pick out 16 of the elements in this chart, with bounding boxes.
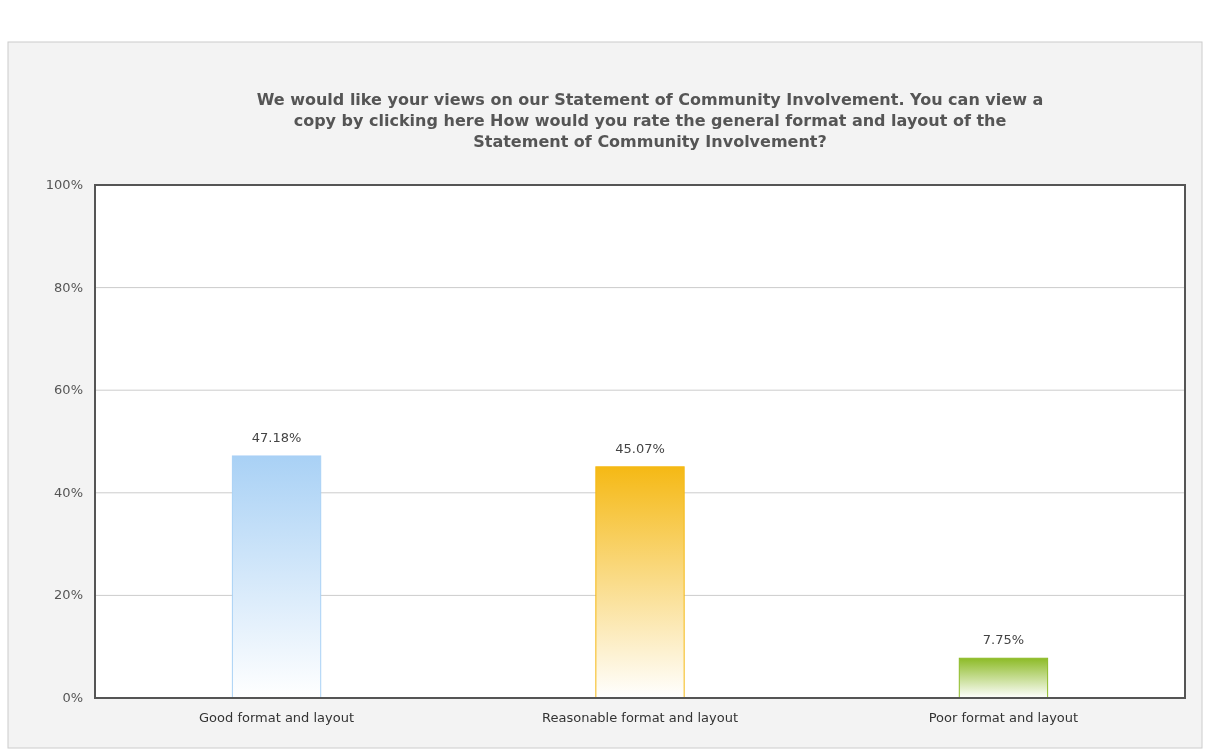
y-tick-label: 60% [54,382,83,398]
chart-title: We would like your views on our Statement of Community Involvement. You can view a copy by clicking here How would you rate the general format and layout of the Statement of Community Involvement? [256,90,1044,151]
y-tick-label: 100% [45,177,83,192]
data-label: 45.07% [615,440,665,456]
bar [595,466,685,699]
x-tick-label: Poor format and layout [928,710,1079,725]
y-tick-label: 0% [62,690,83,705]
y-tick-label: 80% [54,279,83,295]
y-tick-label: 20% [54,587,83,603]
bar [958,657,1049,699]
x-tick-label: Reasonable format and layout [542,710,738,725]
x-tick-label: Good format and layout [199,710,355,725]
bar [231,455,322,699]
data-label: 47.18% [251,429,302,445]
data-label: 7.75% [982,632,1025,648]
y-tick-label: 40% [54,484,83,500]
